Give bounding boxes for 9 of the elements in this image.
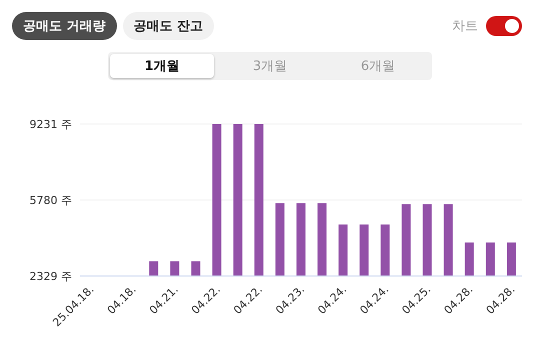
text: 차트 [452,18,478,35]
y-tick-label: 2329 주 [30,270,72,283]
y-tick-label: 9231 주 [30,118,72,131]
text: 3개월 [252,58,288,76]
text: 공매도 잔고 [122,12,214,40]
text: 공매도 거래량 [12,12,117,40]
text: 1개월 [110,54,214,78]
y-tick-label: 5780 주 [30,194,72,207]
text: 6개월 [360,58,396,76]
